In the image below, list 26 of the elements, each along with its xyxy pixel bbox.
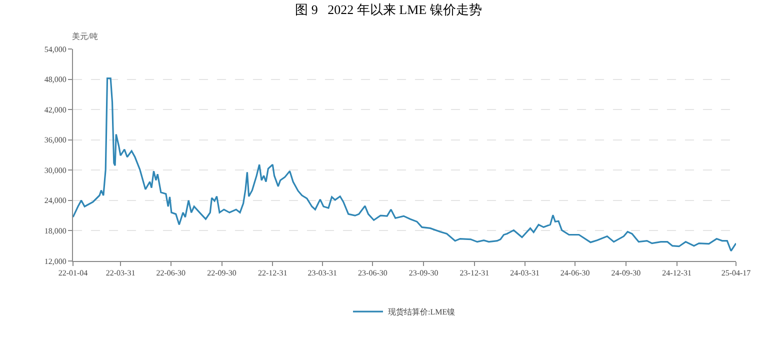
chart-title: 图 9 2022 年以来 LME 镍价走势 [295,2,482,18]
y-tick-label: 42,000 [44,105,66,114]
x-tick-label: 22-09-30 [207,268,236,278]
y-tick-label: 36,000 [44,136,66,145]
x-tick-label: 23-12-31 [460,268,490,278]
y-axis-title: 美元/吨 [72,32,98,41]
x-tick-label: 22-01-04 [58,268,88,278]
x-tick-label: 23-03-31 [308,268,338,278]
line-series [73,77,736,252]
x-tick-label: 23-06-30 [358,268,388,278]
x-tick-label: 24-06-30 [560,268,590,278]
x-tick-label: 23-09-30 [408,268,438,278]
legend-label: 现货结算价:LME镍 [388,308,456,317]
x-tick-label: 25-04-17 [721,268,751,278]
y-tick-label: 12,000 [44,256,66,266]
y-tick-label: 18,000 [44,226,66,236]
x-tick-label: 24-03-31 [510,268,540,278]
y-tick-label: 24,000 [44,196,66,206]
x-tick-label: 22-03-31 [106,268,136,278]
y-tick-label: 54,000 [44,44,66,54]
x-tick-label: 22-06-30 [156,268,186,278]
x-tick-label: 22-12-31 [258,268,288,278]
y-tick-label: 30,000 [44,166,66,175]
x-tick-label: 24-12-31 [662,268,692,278]
x-tick-label: 24-09-30 [611,268,641,278]
y-tick-label: 48,000 [44,75,66,84]
